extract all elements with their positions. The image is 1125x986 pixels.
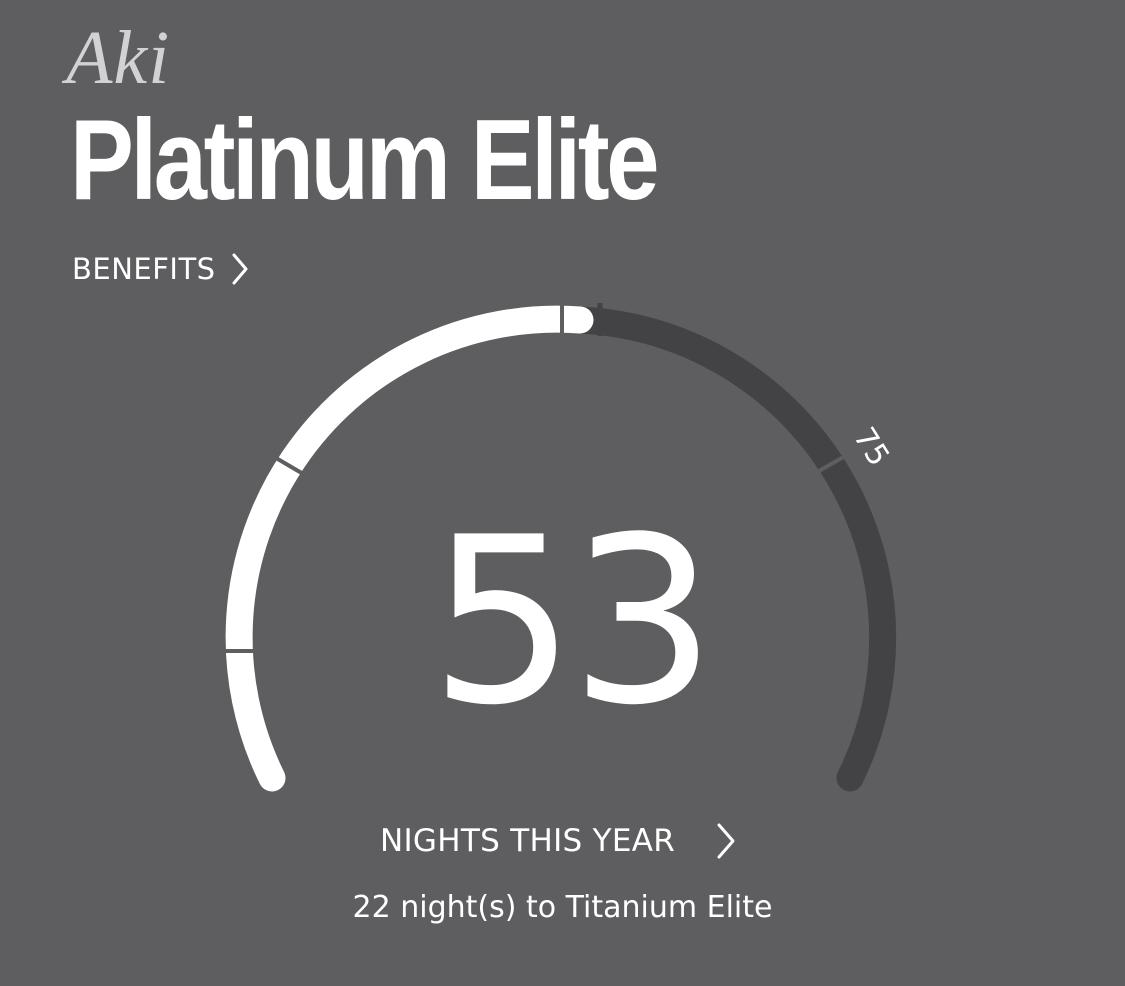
- nights-this-year-label: NIGHTS THIS YEAR: [380, 823, 676, 859]
- nights-this-year-button[interactable]: NIGHTS THIS YEAR: [380, 822, 737, 860]
- nights-to-next-tier: 22 night(s) to Titanium Elite: [352, 890, 773, 925]
- gauge-tick: [274, 456, 307, 477]
- benefits-label: BENEFITS: [72, 252, 216, 286]
- gauge-remaining-arc: [566, 306, 897, 792]
- chevron-right-icon: [232, 253, 248, 285]
- chevron-right-icon: [717, 823, 735, 859]
- member-name: Aki: [66, 16, 171, 100]
- nights-count: 53: [429, 489, 717, 756]
- gauge-progress-arc: [225, 305, 594, 792]
- gauge-threshold-label: 75: [846, 421, 896, 472]
- gauge-threshold-tick: [818, 453, 848, 473]
- benefits-button[interactable]: BENEFITS: [72, 252, 250, 286]
- tier-title: Platinum Elite: [70, 97, 660, 224]
